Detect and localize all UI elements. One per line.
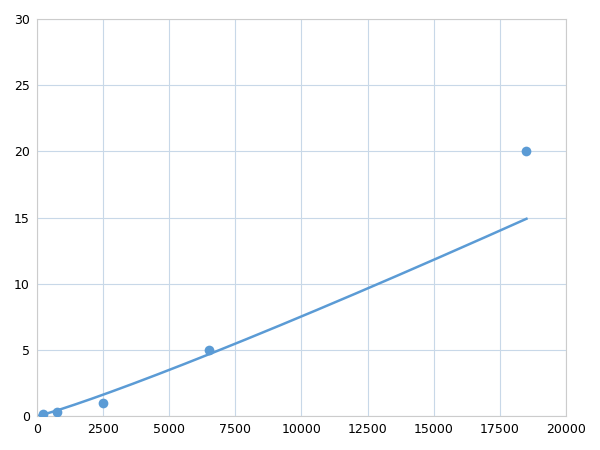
Point (521, 148, 531, 155)
Point (204, 346, 214, 354)
Point (98, 399, 107, 406)
Point (52, 409, 61, 416)
Point (38, 410, 48, 417)
